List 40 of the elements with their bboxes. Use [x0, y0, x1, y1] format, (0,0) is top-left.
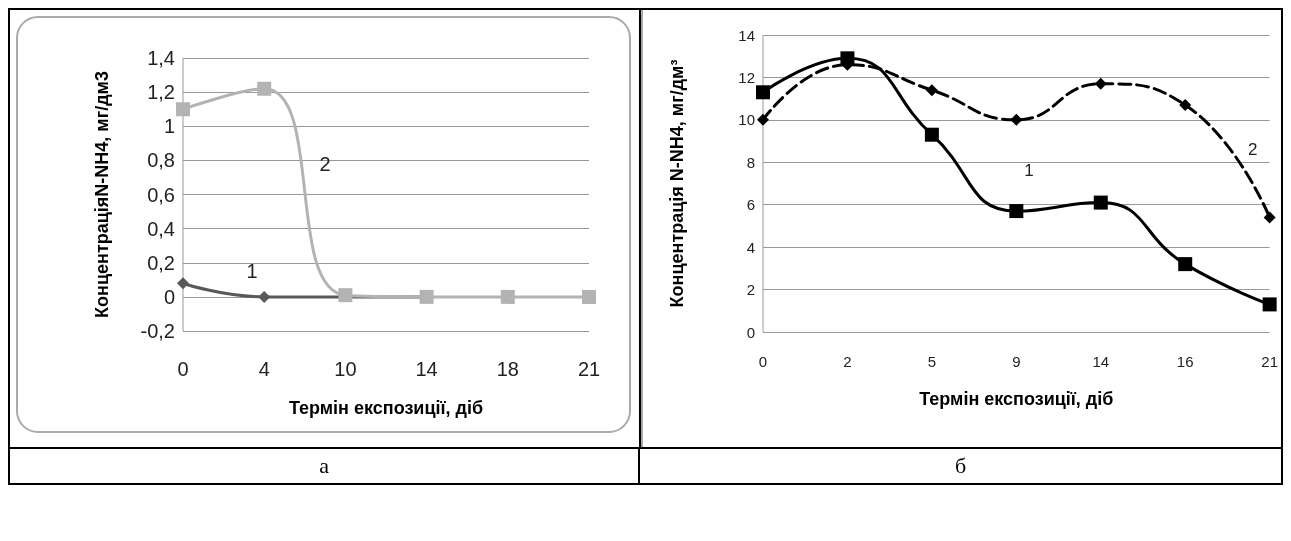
series-label: 2	[319, 152, 331, 175]
y-axis-title: Концентрація N-NH4, мг/дм³	[667, 59, 688, 308]
x-tick-label: 0	[758, 353, 768, 370]
y-tick-label: 0	[746, 323, 756, 341]
x-tick-label: 21	[1261, 353, 1279, 370]
y-tick-label: 14	[738, 26, 756, 44]
x-tick-label: 2	[843, 353, 852, 370]
y-axis-title: КонцентраціяN-NH4, мг/дм3	[92, 71, 112, 318]
y-tick-label: 1	[163, 115, 175, 138]
y-tick-label: 0,4	[147, 217, 175, 240]
x-tick-label: 21	[577, 358, 601, 380]
y-tick-label: 2	[746, 281, 756, 299]
x-tick-label: 4	[258, 358, 270, 380]
y-tick-label: 6	[746, 196, 756, 214]
x-tick-label: 14	[1092, 353, 1110, 370]
y-tick-label: 8	[746, 153, 756, 171]
y-tick-label: 1,4	[147, 47, 175, 69]
x-tick-label: 0	[177, 358, 189, 380]
series-label: 2	[1248, 140, 1258, 160]
x-tick-label: 5	[927, 353, 937, 370]
y-tick-label: 4	[746, 238, 756, 256]
text: а	[319, 453, 329, 478]
text: б	[954, 453, 967, 478]
y-tick-label: 12	[738, 68, 756, 86]
x-axis-title: Термін експозиції, діб	[919, 389, 1114, 409]
y-tick-label: 0	[163, 285, 175, 308]
series-label: 1	[1024, 161, 1034, 181]
y-tick-label: -0,2	[140, 320, 175, 342]
series-label: 1	[246, 260, 258, 283]
y-tick-label: 0,8	[147, 149, 175, 172]
y-tick-label: 0,2	[147, 251, 175, 274]
y-tick-label: 0,6	[147, 183, 175, 206]
y-tick-label: 1,2	[147, 81, 175, 104]
x-tick-label: 9	[1012, 353, 1021, 370]
x-tick-label: 10	[334, 358, 357, 380]
x-tick-label: 14	[415, 358, 438, 380]
x-axis-title: Термін експозиції, діб	[288, 398, 484, 418]
x-tick-label: 16	[1176, 353, 1194, 370]
x-tick-label: 18	[496, 358, 519, 380]
y-tick-label: 10	[738, 111, 756, 129]
